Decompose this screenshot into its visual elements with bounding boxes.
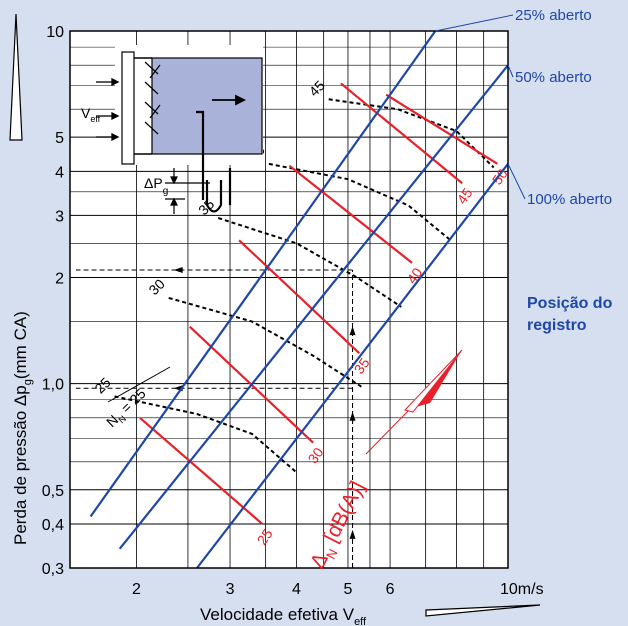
plot-frame xyxy=(69,30,509,569)
damper-frame xyxy=(121,51,135,165)
damper-line xyxy=(196,163,509,569)
damper-leader xyxy=(435,14,514,32)
x-axis-arrow-icon xyxy=(425,604,541,617)
red-segment xyxy=(340,82,463,185)
x-tick-label: 6 xyxy=(386,581,395,598)
position-label-line1: Posição do xyxy=(527,295,613,312)
damper-line xyxy=(118,64,509,550)
dp-label: ΔPg xyxy=(144,175,168,197)
damper-leader xyxy=(507,163,526,200)
delta-n-wedge-icon xyxy=(404,349,463,413)
y-axis-title: Perda de pressão Δpg(mm CA) xyxy=(11,311,34,545)
damper-blades xyxy=(144,61,161,135)
guide-arrow-icon xyxy=(349,529,356,539)
y-tick-label: 0,3 xyxy=(42,561,64,578)
y-tick-label: 1,0 xyxy=(42,377,64,394)
damper-diagram: Veff ΔPg xyxy=(81,45,263,214)
y-tick-label: 10 xyxy=(46,24,64,41)
flow-arrow-icon xyxy=(212,94,247,106)
damper-label: 25% aberto xyxy=(515,7,592,24)
manometer-icon xyxy=(196,110,232,213)
y-tick-label: 2 xyxy=(55,270,64,287)
x-tick-label: 3 xyxy=(226,581,235,598)
y-axis-arrow-icon xyxy=(9,13,23,141)
guide-arrow-icon xyxy=(349,411,356,421)
damper-leader xyxy=(507,64,514,78)
x-axis-title: Velocidade efetiva Veff xyxy=(200,605,367,626)
damper-line xyxy=(89,30,437,518)
damper-label: 50% aberto xyxy=(515,69,592,86)
red-segment xyxy=(139,416,264,525)
damper-label: 100% aberto xyxy=(527,191,612,208)
guide-arrow-icon xyxy=(173,267,183,274)
example-guides xyxy=(76,267,356,568)
x-tick-label: 5 xyxy=(344,581,353,598)
x-tick-label: 10m/s xyxy=(500,581,544,598)
y-tick-label: 3 xyxy=(55,208,64,225)
noise-curve xyxy=(168,296,362,388)
y-tick-label: 0,4 xyxy=(42,517,64,534)
x-tick-label: 4 xyxy=(292,581,301,598)
red-segment xyxy=(385,93,498,165)
nn-label-leader xyxy=(107,366,171,403)
position-label-line2: registro xyxy=(527,317,587,334)
inlet-arrows-icon xyxy=(96,77,120,142)
dp-dimension-icon xyxy=(165,168,210,214)
red-segment xyxy=(238,239,360,354)
damper-lines xyxy=(89,30,509,569)
veff-label: Veff xyxy=(81,105,101,124)
x-tick-label: 2 xyxy=(132,581,141,598)
delta-n-leader xyxy=(365,410,409,455)
y-tick-label: 0,5 xyxy=(42,483,64,500)
tick-labels: 2 3 4 5 6 10m/s 0,3 0,4 0,5 1,0 2 3 4 5 10 xyxy=(42,24,544,598)
duct-body xyxy=(151,57,263,155)
noise-curve xyxy=(114,395,298,474)
y-tick-label: 5 xyxy=(55,130,64,147)
damper-labels: 25% aberto 50% aberto 100% aberto xyxy=(435,7,612,208)
noise-curve xyxy=(217,217,402,308)
red-segment xyxy=(288,164,413,264)
guide-arrow-icon xyxy=(349,326,356,336)
noise-curve xyxy=(268,162,452,242)
y-tick-label: 4 xyxy=(55,164,64,181)
